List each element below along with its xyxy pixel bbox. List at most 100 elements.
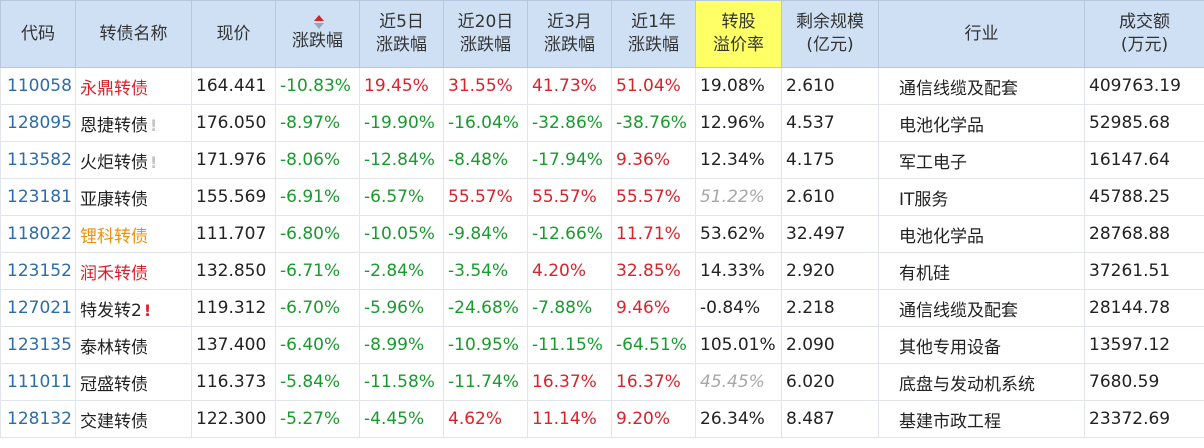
column-header-remaining-scale[interactable]: 剩余规模 (亿元): [781, 0, 879, 68]
bond-name[interactable]: 冠盛转债: [75, 363, 192, 401]
change-3m: 16.37%: [527, 363, 612, 401]
change-pct: -8.97%: [275, 104, 360, 142]
column-header-industry[interactable]: 行业: [878, 0, 1085, 68]
column-header-change-3m[interactable]: 近3月 涨跌幅: [527, 0, 612, 68]
column-header-conversion-premium[interactable]: 转股 溢价率: [695, 0, 782, 68]
bond-name[interactable]: 润禾转债: [75, 252, 192, 290]
conversion-premium: 105.01%: [695, 326, 782, 364]
industry: 有机硅: [878, 252, 1085, 290]
bond-name[interactable]: 火炬转债!: [75, 141, 192, 179]
column-header-change-5d[interactable]: 近5日 涨跌幅: [359, 0, 444, 68]
change-20d: -24.68%: [443, 289, 528, 327]
conversion-premium: 45.45%: [695, 363, 782, 401]
column-header-label: 涨跌幅: [628, 35, 679, 55]
change-3m: 41.73%: [527, 67, 612, 105]
bond-code-link[interactable]: 123181: [0, 178, 76, 216]
bond-code-link[interactable]: 123135: [0, 326, 76, 364]
bond-name[interactable]: 永鼎转债: [75, 67, 192, 105]
column-header-label: 涨跌幅: [460, 35, 511, 55]
bond-code-link[interactable]: 118022: [0, 215, 76, 253]
bond-name[interactable]: 亚康转债: [75, 178, 192, 216]
column-header-label: 溢价率: [713, 35, 764, 55]
bond-name-text: 特发转2: [80, 300, 142, 321]
remaining-scale: 32.497: [781, 215, 879, 253]
change-1y: 55.57%: [611, 178, 696, 216]
change-1y: 9.46%: [611, 289, 696, 327]
turnover: 37261.51: [1084, 252, 1204, 290]
bond-code-link[interactable]: 111011: [0, 363, 76, 401]
column-header-label: 代码: [21, 23, 55, 44]
price: 116.373: [191, 363, 276, 401]
column-header-change[interactable]: 涨跌幅: [275, 0, 360, 68]
table-row[interactable]: 113582 火炬转债! 171.976 -8.06% -12.84% -8.48% -17…: [0, 141, 1204, 179]
change-5d: -10.05%: [359, 215, 444, 253]
bond-code-link[interactable]: 123152: [0, 252, 76, 290]
table-row[interactable]: 128132 交建转债 122.300 -5.27% -4.45% 4.62% 11.14%…: [0, 400, 1204, 438]
change-1y: 16.37%: [611, 363, 696, 401]
bond-name[interactable]: 恩捷转债!: [75, 104, 192, 142]
sort-asc-icon: [313, 15, 324, 21]
column-header-label: 行业: [964, 23, 999, 44]
bond-code-link[interactable]: 113582: [0, 141, 76, 179]
table-row[interactable]: 128095 恩捷转债! 176.050 -8.97% -19.90% -16.04% -3…: [0, 104, 1204, 142]
column-header-price[interactable]: 现价: [191, 0, 276, 68]
table-row[interactable]: 118022 锂科转债 111.707 -6.80% -10.05% -9.84% -12.…: [0, 215, 1204, 253]
conversion-premium: 26.34%: [695, 400, 782, 438]
column-header-label: 成交额: [1119, 12, 1170, 32]
turnover: 28768.88: [1084, 215, 1204, 253]
column-header-name[interactable]: 转债名称: [75, 0, 192, 68]
bond-code-link[interactable]: 110058: [0, 67, 76, 105]
change-5d: -12.84%: [359, 141, 444, 179]
turnover: 52985.68: [1084, 104, 1204, 142]
column-header-label: (亿元): [806, 35, 854, 55]
turnover: 7680.59: [1084, 363, 1204, 401]
remaining-scale: 2.090: [781, 326, 879, 364]
table-row[interactable]: 123152 润禾转债 132.850 -6.71% -2.84% -3.54% 4.20%…: [0, 252, 1204, 290]
price: 176.050: [191, 104, 276, 142]
bond-name[interactable]: 泰林转债: [75, 326, 192, 364]
bond-name-text: 交建转债: [80, 411, 148, 432]
bond-name[interactable]: 锂科转债: [75, 215, 192, 253]
column-header-label: 转股: [721, 12, 756, 32]
column-header-turnover[interactable]: 成交额 (万元): [1084, 0, 1204, 68]
change-1y: 9.36%: [611, 141, 696, 179]
bond-code-link[interactable]: 127021: [0, 289, 76, 327]
table-row[interactable]: 110058 永鼎转债 164.441 -10.83% 19.45% 31.55% 41.7…: [0, 67, 1204, 105]
industry: 底盘与发动机系统: [878, 363, 1085, 401]
bond-code-link[interactable]: 128132: [0, 400, 76, 438]
bond-name[interactable]: 特发转2!: [75, 289, 192, 327]
conversion-premium: 19.08%: [695, 67, 782, 105]
change-3m: 11.14%: [527, 400, 612, 438]
change-5d: -4.45%: [359, 400, 444, 438]
column-header-change-20d[interactable]: 近20日 涨跌幅: [443, 0, 528, 68]
remaining-scale: 2.610: [781, 67, 879, 105]
industry: 电池化学品: [878, 215, 1085, 253]
change-pct: -5.84%: [275, 363, 360, 401]
change-pct: -6.70%: [275, 289, 360, 327]
column-header-label: 近1年: [631, 12, 676, 32]
change-20d: 4.62%: [443, 400, 528, 438]
table-row[interactable]: 123135 泰林转债 137.400 -6.40% -8.99% -10.95% -11.…: [0, 326, 1204, 364]
table-row[interactable]: 123181 亚康转债 155.569 -6.91% -6.57% 55.57% 55.57…: [0, 178, 1204, 216]
change-5d: -19.90%: [359, 104, 444, 142]
industry: 通信线缆及配套: [878, 67, 1085, 105]
industry: 军工电子: [878, 141, 1085, 179]
turnover: 13597.12: [1084, 326, 1204, 364]
industry: 其他专用设备: [878, 326, 1085, 364]
price: 137.400: [191, 326, 276, 364]
change-1y: 32.85%: [611, 252, 696, 290]
table-row[interactable]: 111011 冠盛转债 116.373 -5.84% -11.58% -11.74% 16.…: [0, 363, 1204, 401]
remaining-scale: 6.020: [781, 363, 879, 401]
bond-name-text: 泰林转债: [80, 337, 148, 358]
change-5d: 19.45%: [359, 67, 444, 105]
turnover: 409763.19: [1084, 67, 1204, 105]
column-header-change-1y[interactable]: 近1年涨跌幅: [611, 0, 696, 68]
change-3m: -12.66%: [527, 215, 612, 253]
column-header-code[interactable]: 代码: [0, 0, 76, 68]
industry: 通信线缆及配套: [878, 289, 1085, 327]
turnover: 28144.78: [1084, 289, 1204, 327]
table-row[interactable]: 127021 特发转2! 119.312 -6.70% -5.96% -24.68% -7.…: [0, 289, 1204, 327]
bond-code-link[interactable]: 128095: [0, 104, 76, 142]
bond-name[interactable]: 交建转债: [75, 400, 192, 438]
bond-name-text: 亚康转债: [80, 189, 148, 210]
